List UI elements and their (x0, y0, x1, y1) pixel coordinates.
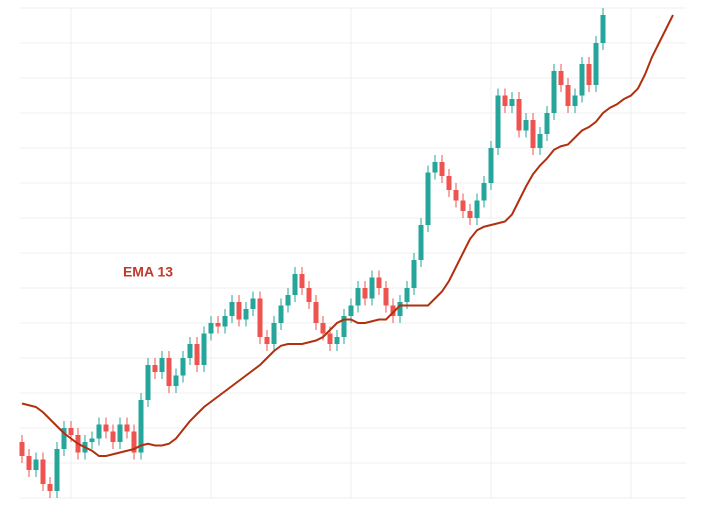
candle-body (397, 302, 403, 316)
candle-body (404, 288, 410, 302)
candle-body (110, 431, 116, 442)
candle-body (194, 344, 200, 365)
candle-body (460, 200, 466, 211)
candle-body (138, 400, 144, 453)
candle-body (376, 277, 382, 288)
candle-body (446, 176, 452, 190)
candle-body (544, 113, 550, 134)
candle-body (47, 484, 53, 491)
candle-body (299, 274, 305, 288)
candle-body (271, 323, 277, 344)
candle-body (40, 459, 46, 484)
candle-body (103, 424, 109, 432)
candle-body (250, 298, 256, 309)
candle-body (523, 120, 529, 131)
candle-body (565, 85, 571, 106)
candle-body (145, 365, 151, 400)
candle-body (152, 365, 158, 372)
candle-body (411, 260, 417, 288)
candle-body (278, 305, 284, 323)
candle-body (292, 274, 298, 295)
ema-label: EMA 13 (123, 264, 173, 280)
candle-body (285, 295, 291, 306)
candle-body (509, 99, 515, 106)
candle-body (551, 71, 557, 113)
candle-body (257, 298, 263, 337)
candle-body (481, 183, 487, 201)
candle-body (425, 172, 431, 225)
candle-body (537, 134, 543, 148)
candle-body (488, 148, 494, 183)
candle-body (439, 162, 445, 176)
candle-body (467, 211, 473, 218)
candle-body (369, 277, 375, 299)
candle-body (131, 431, 137, 453)
candle-body (19, 442, 25, 456)
candle-body (558, 71, 564, 85)
candle-body (383, 288, 389, 306)
candle-body (264, 337, 270, 344)
candle-body (208, 323, 214, 334)
candle-body (26, 456, 32, 470)
candle-body (222, 316, 228, 327)
candle-body (201, 333, 207, 365)
candle-body (453, 190, 459, 201)
candle-body (68, 428, 74, 435)
candle-body (390, 305, 396, 316)
candle-body (334, 337, 340, 344)
candle-body (61, 428, 67, 449)
candle-body (516, 99, 522, 131)
candle-body (313, 302, 319, 323)
ema-line (21, 14, 674, 457)
candle-body (117, 424, 123, 442)
candle-body (187, 344, 193, 358)
candle-body (320, 323, 326, 334)
candle-body (530, 120, 536, 148)
candle-body (159, 358, 165, 372)
candle-body (593, 43, 599, 85)
candle-body (166, 358, 172, 386)
candle-body (180, 358, 186, 376)
candle-body (89, 438, 95, 442)
candle-body (579, 64, 585, 96)
candle-body (600, 15, 606, 43)
candle-body (96, 424, 102, 439)
candle-body (572, 95, 578, 106)
candle-body (355, 288, 361, 306)
candle-body (474, 200, 480, 218)
candle-body (327, 333, 333, 344)
candle-body (215, 323, 221, 327)
candle-body (124, 424, 130, 432)
candle-body (236, 302, 242, 320)
candle-body (33, 459, 39, 470)
candle-body (54, 449, 60, 491)
candle-body (306, 288, 312, 302)
candle-body (502, 95, 508, 106)
candle-body (229, 302, 235, 316)
candle-body (495, 95, 501, 148)
candle-body (432, 162, 438, 173)
candle-body (243, 309, 249, 320)
candle-body (586, 64, 592, 85)
candle-body (348, 305, 354, 316)
candle-body (362, 288, 368, 299)
candle-body (418, 225, 424, 260)
candle-body (341, 316, 347, 337)
candle-body (173, 375, 179, 386)
